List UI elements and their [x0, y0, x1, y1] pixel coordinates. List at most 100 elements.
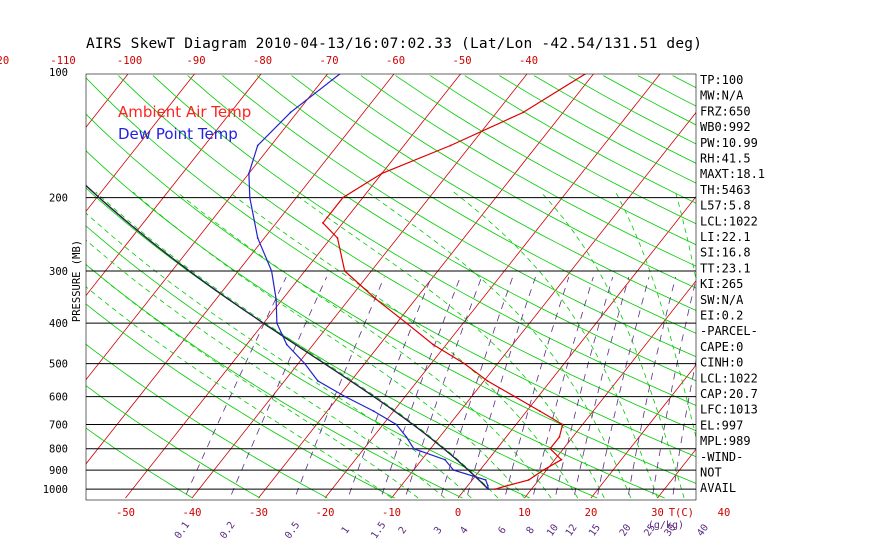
mixing-ratio-label: 0.5 [283, 520, 302, 541]
moist-adiabat-line [132, 191, 525, 499]
dry-adiabat-line [86, 113, 696, 484]
temperature-point [486, 380, 489, 382]
moist-adiabat-line [228, 191, 579, 499]
index-label: MPL:989 [700, 434, 751, 448]
pressure-tick-label: 200 [49, 193, 68, 205]
dewpoint-point [248, 172, 250, 175]
dewpoint-point [276, 322, 278, 325]
index-label: KI:265 [700, 277, 743, 291]
index-label: EI:0.2 [700, 309, 743, 323]
mixing-ratio-label: 15 [587, 522, 603, 538]
mixing-ratio-line [628, 276, 676, 495]
dry-adiabat-line [86, 187, 598, 499]
bottom-temperature-tick-label: -10 [382, 507, 401, 519]
bottom-temperature-tick-label: -30 [249, 507, 268, 519]
bottom-temperature-tick-label: 0 [455, 507, 461, 519]
top-temperature-tick-label: -70 [320, 55, 339, 67]
temperature-point [322, 222, 324, 224]
dewpoint-point [452, 469, 455, 471]
dewpoint-point [289, 111, 292, 114]
plot-frame [85, 73, 697, 501]
mixing-ratio-line [381, 276, 461, 495]
dewpoint-point [316, 380, 319, 382]
dry-adiabat-line [86, 150, 665, 499]
dry-adiabat-line [325, 75, 696, 289]
dry-adiabat-line [256, 75, 696, 334]
isotherm-line [590, 364, 696, 499]
temperature-point [588, 71, 590, 73]
mixing-ratio-line [597, 276, 650, 495]
top-temperature-tick-label: -60 [386, 55, 405, 67]
isotherm-line [86, 74, 395, 465]
dry-adiabat-line [291, 75, 696, 311]
moist-adiabat-line [291, 191, 605, 499]
dry-adiabat-line [429, 75, 696, 225]
dewpoint-line [248, 74, 489, 490]
temperature-point [549, 447, 551, 450]
pressure-tick-label: 400 [49, 318, 68, 330]
pressure-tick-label: 500 [49, 359, 68, 371]
bottom-temperature-tick-label: -40 [183, 507, 202, 519]
dewpoint-point [341, 71, 343, 73]
index-label: CAPE:0 [700, 340, 743, 354]
dewpoint-point [248, 196, 251, 199]
mixing-ratio-label: 12 [564, 522, 580, 538]
temperature-point [463, 362, 466, 365]
parcel-profile-line [86, 184, 489, 490]
index-label: EL:997 [700, 418, 743, 432]
mixing-ratio-label: 6 [496, 525, 508, 536]
temperature-point [560, 458, 563, 461]
dewpoint-point [412, 447, 415, 450]
pressure-tick-label: 300 [49, 266, 68, 278]
isotherm-line [191, 74, 528, 499]
dry-adiabat-line [464, 75, 696, 204]
mixing-ratio-label: 2 [397, 525, 409, 536]
mixing-ratio-line [185, 276, 287, 495]
isotherm-line [391, 111, 696, 499]
index-label: PW:10.99 [700, 136, 758, 150]
dewpoint-point [487, 488, 490, 491]
bottom-temperature-tick-label: -20 [316, 507, 335, 519]
temperature-point [527, 479, 530, 481]
moist-adiabat-line [95, 191, 499, 499]
temperature-point [343, 270, 346, 272]
dry-adiabat-line [777, 76, 870, 498]
pressure-tick-label: 1000 [43, 484, 68, 496]
legend-dew-point-temp: Dew Point Temp [118, 125, 238, 143]
mixing-ratio-line [672, 358, 696, 495]
isotherm-line [791, 63, 870, 498]
mixing-ratio-label: 1 [340, 525, 352, 536]
mixing-ratio-unit-label: (g/kg) [648, 520, 684, 531]
isotherm-line [0, 63, 70, 498]
index-label: WB0:992 [700, 120, 751, 134]
mixing-ratio-line [441, 276, 514, 495]
temperature-point [342, 196, 344, 199]
pressure-tick-label: 600 [49, 392, 68, 404]
top-temperature-tick-label: -90 [187, 55, 206, 67]
dewpoint-point [275, 298, 277, 300]
dry-adiabat-line [395, 75, 696, 246]
mixing-ratio-line [295, 276, 385, 495]
dewpoint-point [405, 436, 408, 438]
isotherm-line [86, 74, 262, 297]
temperature-point [513, 395, 516, 398]
dewpoint-point [270, 270, 273, 272]
temperature-point [539, 410, 541, 412]
temperature-point [558, 436, 561, 438]
index-label: TP:100 [700, 73, 743, 87]
mixing-ratio-line [652, 278, 696, 495]
isotherm-line [86, 74, 328, 381]
index-label: LCL:1022 [700, 371, 758, 385]
index-label: LFC:1013 [700, 403, 758, 417]
temperature-point [405, 322, 408, 325]
isotherm-line [524, 280, 696, 499]
pressure-tick-label: 900 [49, 465, 68, 477]
dewpoint-point [344, 395, 347, 398]
mixing-ratio-label: 0.1 [173, 520, 192, 541]
mixing-ratio-label: 3 [432, 525, 444, 536]
mixing-ratio-line [231, 276, 328, 495]
index-label: MW:N/A [700, 89, 744, 103]
dry-adiabat-line [152, 75, 696, 406]
isotherm-line [0, 63, 4, 498]
temperature-point [561, 423, 564, 426]
